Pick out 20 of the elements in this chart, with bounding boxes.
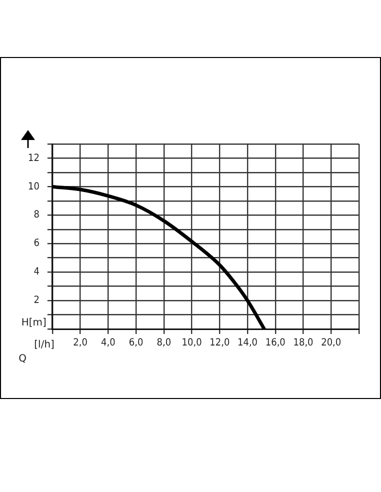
x-tick-label: 20,0 [321, 338, 342, 349]
x-tick-label: 12,0 [210, 338, 230, 349]
y-tick-label: 10 [28, 181, 40, 192]
x-tick-label: 6,0 [128, 338, 144, 349]
x-tick-label: 10,0 [182, 338, 202, 349]
y-tick-label: 12 [28, 152, 40, 164]
y-tick-label: 4 [34, 266, 40, 278]
x-tick-label: 18,0 [293, 338, 314, 349]
x-tick-label: 8,0 [156, 338, 172, 349]
x-axis-title: [l/h] [34, 340, 55, 351]
y-tick-label: 6 [34, 238, 40, 250]
line-series [52, 184, 266, 329]
x-tick-label: 14,0 [238, 338, 258, 349]
x-tick-label: 4,0 [101, 338, 116, 349]
x-tick-label: 16,0 [265, 338, 286, 349]
y-tick-label: 2 [34, 295, 40, 306]
y-tick-label: 8 [34, 210, 40, 221]
x-tick-label: 2,0 [73, 338, 88, 349]
y-axis-title: H[m] [21, 318, 47, 329]
text: Q [18, 354, 27, 365]
